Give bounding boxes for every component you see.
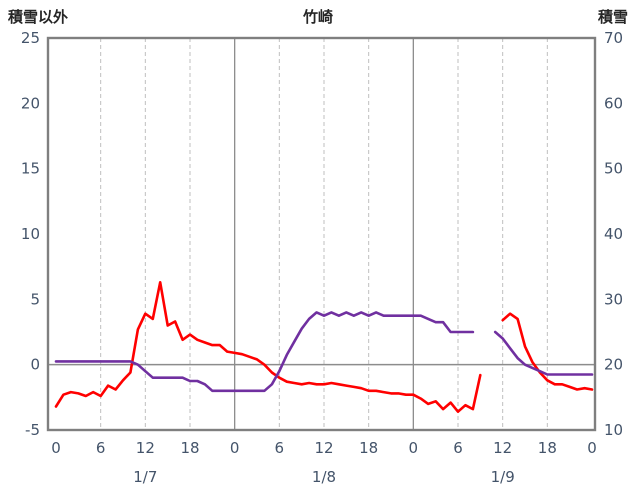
right-axis-title: 積雪: [597, 8, 628, 26]
x-axis-tick: 6: [96, 439, 106, 457]
series-line-1: [493, 330, 594, 376]
x-axis-tick: 6: [453, 439, 463, 457]
left-axis-tick: 0: [30, 356, 40, 374]
left-axis-tick: 20: [21, 94, 40, 112]
x-axis-tick: 0: [230, 439, 240, 457]
right-axis-tick: 70: [604, 29, 623, 47]
right-axis-tick: 10: [604, 421, 623, 439]
x-axis-date-label: 1/9: [491, 468, 515, 486]
chart-title: 竹崎: [302, 8, 333, 26]
left-axis-tick: 10: [21, 225, 40, 243]
right-axis-tick: 40: [604, 225, 623, 243]
right-axis-tick: 20: [604, 356, 623, 374]
x-axis-date-label: 1/7: [133, 468, 157, 486]
left-axis-title: 積雪以外: [8, 8, 69, 26]
x-axis-tick: 0: [409, 439, 419, 457]
plot-border: [46, 36, 597, 432]
x-axis-tick: 18: [359, 439, 378, 457]
x-axis-tick: 12: [493, 439, 512, 457]
x-axis-tick: 6: [275, 439, 285, 457]
x-axis-tick: 18: [180, 439, 199, 457]
x-axis-date-label: 1/8: [312, 468, 336, 486]
left-axis-tick: -5: [25, 421, 40, 439]
x-axis-tick: 0: [587, 439, 597, 457]
series-line-1: [54, 311, 475, 393]
x-axis-tick: 12: [136, 439, 155, 457]
series-line-0: [501, 312, 594, 391]
left-axis-tick: 15: [21, 160, 40, 178]
right-axis-tick: 60: [604, 94, 623, 112]
x-axis-tick: 18: [538, 439, 557, 457]
x-axis-tick: 0: [51, 439, 61, 457]
left-axis-tick: 5: [30, 290, 40, 308]
x-axis-tick: 12: [314, 439, 333, 457]
left-axis-tick: 25: [21, 29, 40, 47]
right-axis-tick: 30: [604, 290, 623, 308]
series-line-0: [54, 280, 482, 414]
right-axis-tick: 50: [604, 160, 623, 178]
